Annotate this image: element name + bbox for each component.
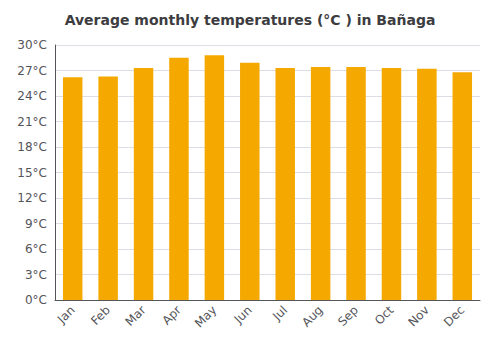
- svg-text:Average monthly temperatures (: Average monthly temperatures (°C ) in Ba…: [65, 12, 436, 28]
- svg-text:24°C: 24°C: [17, 89, 47, 103]
- svg-text:12°C: 12°C: [17, 191, 47, 205]
- svg-text:30°C: 30°C: [17, 38, 47, 52]
- svg-text:Aug: Aug: [299, 303, 325, 329]
- svg-text:Jun: Jun: [231, 303, 255, 327]
- svg-text:Apr: Apr: [159, 303, 184, 328]
- svg-text:0°C: 0°C: [25, 293, 47, 307]
- svg-text:Feb: Feb: [88, 303, 113, 328]
- svg-text:21°C: 21°C: [17, 115, 47, 129]
- svg-text:27°C: 27°C: [17, 64, 47, 78]
- svg-text:May: May: [192, 303, 219, 330]
- svg-text:Sep: Sep: [335, 303, 361, 329]
- svg-text:Dec: Dec: [441, 303, 467, 329]
- svg-text:Oct: Oct: [372, 303, 397, 328]
- svg-text:3°C: 3°C: [25, 268, 47, 282]
- svg-text:18°C: 18°C: [17, 140, 47, 154]
- svg-text:9°C: 9°C: [25, 217, 47, 231]
- svg-text:15°C: 15°C: [17, 166, 47, 180]
- svg-text:Jul: Jul: [269, 303, 290, 324]
- svg-text:Mar: Mar: [123, 303, 149, 329]
- svg-text:Jan: Jan: [54, 303, 78, 327]
- svg-text:Nov: Nov: [405, 303, 431, 329]
- svg-text:6°C: 6°C: [25, 242, 47, 256]
